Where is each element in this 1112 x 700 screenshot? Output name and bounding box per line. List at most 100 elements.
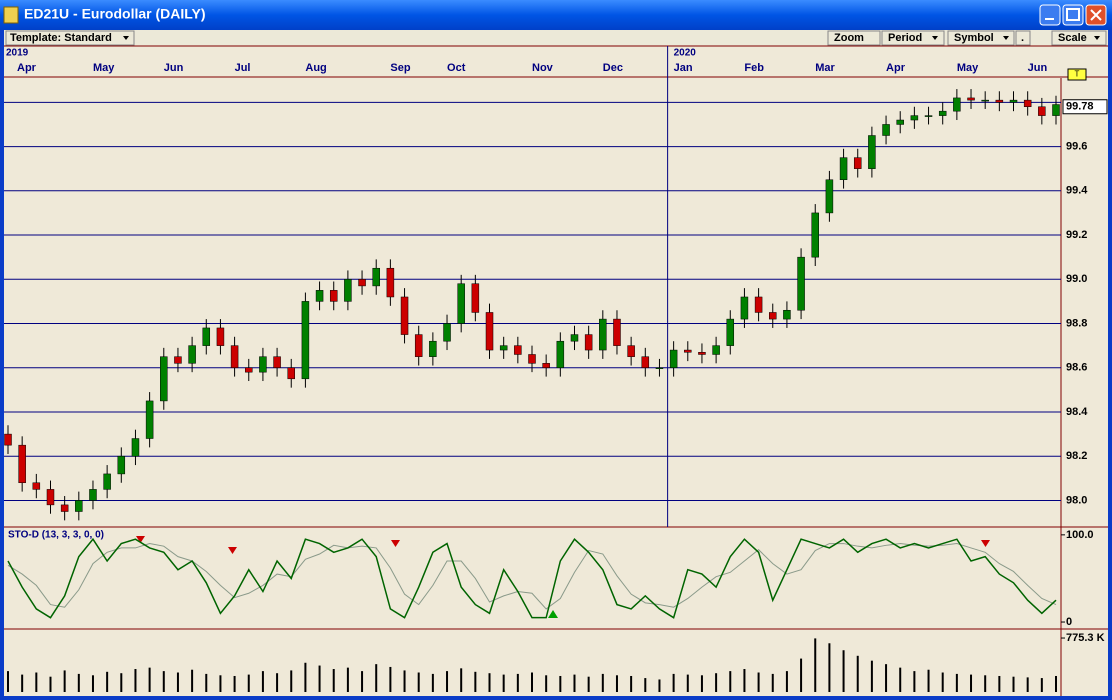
candle-body [1038, 106, 1046, 116]
volume-bar [927, 669, 930, 692]
volume-bar [403, 670, 406, 692]
y-tick-label: 99.0 [1066, 273, 1087, 285]
sell-marker [981, 540, 990, 547]
volume-bar [91, 675, 94, 692]
candle-body [499, 345, 508, 351]
volume-bar [304, 662, 307, 692]
volume-bar [35, 672, 38, 692]
volume-bar [276, 673, 279, 692]
candle-body [160, 356, 168, 402]
volume-bar [219, 675, 222, 692]
volume-bar [346, 667, 349, 692]
volume-bar [290, 670, 293, 692]
volume-bar [77, 673, 80, 692]
x-tick-label: Feb [744, 62, 764, 74]
candle-body [584, 334, 593, 351]
candle-body [131, 438, 140, 457]
volume-bar [601, 673, 604, 692]
window-buttons[interactable] [1039, 4, 1107, 26]
x-tick-label: May [93, 62, 115, 74]
scale-dropdown[interactable] [1051, 30, 1107, 46]
candle-body [613, 318, 621, 346]
period-dropdown[interactable] [881, 30, 945, 46]
candle-body [1052, 104, 1060, 116]
x-tick-label: Oct [447, 62, 466, 74]
volume-bar [587, 676, 590, 692]
minimize-button[interactable] [1039, 4, 1061, 26]
candle-body [868, 135, 876, 169]
candle-body [669, 349, 678, 368]
stochastic-line [7, 543, 1057, 610]
window-title: ED21U - Eurodollar (DAILY) [24, 6, 206, 22]
y-tick-label: 99.4 [1066, 185, 1088, 197]
candle-body [259, 356, 267, 373]
volume-bar [573, 674, 576, 692]
candle-body [329, 290, 338, 302]
sell-marker [136, 536, 145, 543]
volume-bar [361, 671, 364, 692]
candle-body [514, 345, 522, 355]
candle-body [429, 340, 437, 357]
candle-body [1009, 99, 1018, 103]
volume-bar [545, 675, 548, 692]
candle-body [301, 301, 310, 380]
volume-bar [205, 673, 208, 692]
volume-bar [162, 671, 165, 692]
volume-bar [984, 675, 987, 692]
candle-body [485, 312, 494, 351]
candle-body [910, 115, 919, 121]
year-label: 2020 [674, 48, 697, 59]
candle-body [599, 318, 607, 351]
volume-bar [191, 669, 194, 692]
volume-bar [856, 655, 859, 692]
volume-bar [49, 676, 52, 692]
volume-bar [885, 664, 888, 692]
time-marker-label: T [1075, 70, 1080, 79]
y-tick-label: 98.0 [1066, 494, 1087, 506]
volume-bar [630, 675, 633, 692]
volume-bar [488, 673, 491, 692]
time-marker[interactable] [1067, 68, 1087, 81]
volume-bar [120, 673, 123, 692]
candle-body [216, 327, 225, 346]
volume-bar [318, 665, 321, 692]
volume-bar [743, 669, 746, 692]
dropdown-arrow [1094, 36, 1100, 40]
volume-bar [771, 673, 774, 692]
candle-body [202, 327, 211, 346]
candle-body [344, 279, 352, 302]
volume-bar [615, 675, 618, 692]
symbol-dropdown[interactable] [947, 30, 1015, 46]
candle-body [853, 157, 862, 169]
template-label: Template: Standard [10, 32, 112, 44]
zoom-button[interactable] [827, 30, 881, 46]
volume-bar [729, 671, 732, 692]
candle-body [556, 340, 565, 368]
volume-bar [247, 674, 250, 692]
x-tick-label: Aug [305, 62, 326, 74]
volume-bar [1026, 677, 1029, 692]
volume-bar [106, 671, 109, 692]
volume-bar [176, 672, 179, 692]
volume-bar [658, 679, 661, 692]
volume-bar [261, 671, 264, 692]
volume-bar [417, 672, 420, 692]
y-tick-label: 98.8 [1066, 317, 1087, 329]
volume-bar [63, 670, 66, 692]
dot-button[interactable] [1015, 30, 1031, 46]
volume-bar [1040, 678, 1043, 692]
candle-body [754, 296, 763, 313]
candle-body [230, 345, 239, 368]
candle-body [726, 318, 735, 346]
buy-marker [548, 610, 558, 618]
candle-body [60, 504, 69, 512]
volume-bar [715, 673, 718, 692]
candle-body [174, 356, 182, 364]
volume-bar [899, 667, 902, 692]
candle-body [712, 345, 720, 355]
template-dropdown[interactable] [5, 30, 135, 46]
x-tick-label: Nov [532, 62, 554, 74]
signal-markers [136, 536, 990, 618]
x-tick-label: Jun [164, 62, 184, 74]
